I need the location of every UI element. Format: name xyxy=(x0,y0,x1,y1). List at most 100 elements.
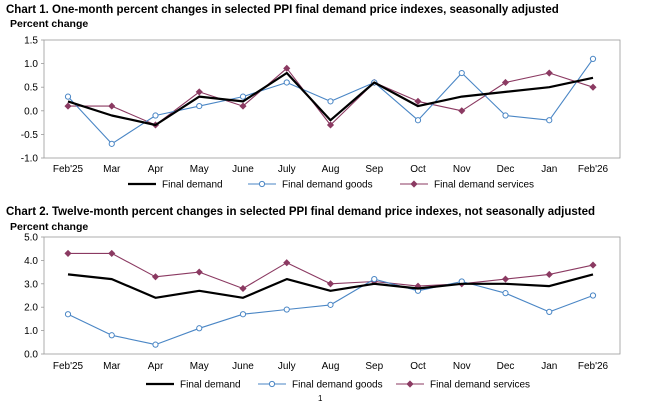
chart1-series-3-point xyxy=(545,69,553,77)
chart2-series-3-point xyxy=(283,259,291,267)
chart1-series-3-point xyxy=(414,97,422,105)
chart1-ylabel: Percent change xyxy=(10,18,89,30)
chart1-xtick-label: Feb'26 xyxy=(578,164,609,175)
chart2-xtick-label: Jan xyxy=(541,361,557,372)
chart2-legend-marker-2 xyxy=(268,380,276,388)
chart1-series-3-point xyxy=(283,64,291,72)
chart1-xtick-label: Feb'25 xyxy=(53,164,84,175)
chart2-series-3-point xyxy=(108,249,116,257)
chart2-series-2-point xyxy=(239,311,247,318)
chart1-series-2-point xyxy=(108,140,115,147)
chart2-xtick-label: Feb'26 xyxy=(578,361,609,372)
chart2-legend-label-3: Final demand services xyxy=(430,380,530,391)
chart2-legend-marker-3 xyxy=(406,380,414,388)
chart2-plot-frame xyxy=(43,236,621,355)
chart2-ytick-label: 4.0 xyxy=(24,256,38,267)
chart2-ytick-label: 0.0 xyxy=(24,350,38,361)
chart2-xtick-label: Oct xyxy=(410,361,426,372)
chart2-series-2-point xyxy=(283,306,290,313)
chart2-xtick-label: Nov xyxy=(453,361,471,372)
chart2-xtick-label: Mar xyxy=(103,361,121,372)
chart1-series-3-point xyxy=(501,78,510,87)
chart2-series-3-point xyxy=(239,284,247,293)
page-number: 1 xyxy=(318,394,323,403)
chart1-xtick-label: Dec xyxy=(497,164,515,175)
chart1-xtick-label: June xyxy=(232,164,254,175)
chart2-series-2-point xyxy=(327,301,334,308)
chart2-series-3-point xyxy=(501,275,510,283)
chart1-series-2-point xyxy=(327,98,334,105)
chart2-ytick-label: 5.0 xyxy=(24,233,38,244)
chart2-title: Chart 2. Twelve-month percent changes in… xyxy=(6,206,596,218)
chart1-ytick-label: -1.0 xyxy=(21,154,39,165)
chart2-series-3-point xyxy=(151,273,160,281)
chart1-legend-marker-2 xyxy=(258,180,266,188)
chart2-ytick-label: 2.0 xyxy=(24,303,38,314)
chart2-legend-label-2: Final demand goods xyxy=(292,380,383,391)
chart1-series-2-point xyxy=(546,117,553,124)
chart1-xtick-label: Mar xyxy=(103,164,121,175)
chart1-series-2-point xyxy=(502,112,509,119)
chart1-xtick-label: Apr xyxy=(148,164,164,175)
chart1-ytick-label: 1.5 xyxy=(24,36,38,47)
chart2-xtick-label: Apr xyxy=(148,361,164,372)
chart2-series-3-point xyxy=(545,270,553,279)
chart1-series-2-point xyxy=(589,55,597,62)
chart1-legend-label-2: Final demand goods xyxy=(282,180,373,191)
chart2-series-2-point xyxy=(196,325,203,332)
chart2-xtick-label: Feb'25 xyxy=(53,361,84,372)
chart2-xtick-label: Dec xyxy=(497,361,515,372)
chart1-legend-label-3: Final demand services xyxy=(434,180,534,191)
chart2-ytick-label: 3.0 xyxy=(24,279,38,290)
chart2-legend-label-1: Final demand xyxy=(180,380,241,391)
chart2-xtick-label: June xyxy=(232,361,254,372)
chart2-xtick-label: July xyxy=(278,361,296,372)
chart1-series-2-point xyxy=(152,112,159,119)
chart2-series-line-2 xyxy=(67,278,594,346)
chart1-ytick-label: 0.0 xyxy=(24,106,38,117)
chart2-series-2-point xyxy=(152,341,159,348)
chart1-series-2-point xyxy=(239,93,247,100)
chart2-series-3-point xyxy=(326,280,335,288)
chart1-ytick-label: -0.5 xyxy=(21,130,39,141)
chart1-series-3-point xyxy=(195,88,203,96)
chart1-series-2-point xyxy=(283,79,290,86)
chart1-xtick-label: Nov xyxy=(453,164,471,175)
chart2-series-2-point xyxy=(371,276,378,283)
chart2-series-2-point xyxy=(108,332,115,339)
chart1-series-2-point xyxy=(64,93,72,100)
chart1-series-3-point xyxy=(589,83,597,91)
chart1-xtick-label: Aug xyxy=(322,164,340,175)
chart2-series-3-point xyxy=(64,249,72,257)
chart2-xtick-label: Sep xyxy=(365,361,383,372)
chart1-series-line-1 xyxy=(67,71,594,127)
chart2-series-2-point xyxy=(502,290,509,297)
chart1-xtick-label: July xyxy=(278,164,296,175)
chart1-xtick-label: Jan xyxy=(541,164,557,175)
chart1-plot-frame xyxy=(43,39,621,159)
chart1-series-3-point xyxy=(64,102,72,110)
chart2-series-2-point xyxy=(64,311,72,318)
chart2-xtick-label: Aug xyxy=(322,361,340,372)
chart1-series-2-point xyxy=(458,69,465,77)
chart1-svg: 1.5 1.0 0.5 0.0 -0.5 -1.0 Feb'25 Mar Apr May June J… xyxy=(21,36,621,191)
chart2-series-2-point xyxy=(546,308,553,315)
chart1-legend-marker-3 xyxy=(410,180,418,188)
chart2-xtick-label: May xyxy=(190,361,209,372)
chart2-series-3-point xyxy=(195,268,203,276)
chart1-series-3-point xyxy=(458,107,466,115)
chart1-legend-label-1: Final demand xyxy=(162,180,223,191)
chart2-series-2-point xyxy=(589,292,597,299)
chart2-series-line-1 xyxy=(67,273,594,299)
chart2-ytick-label: 1.0 xyxy=(24,326,38,337)
chart1-series-3-point xyxy=(326,121,335,129)
chart1-ytick-label: 1.0 xyxy=(24,59,38,70)
chart1-series-2-point xyxy=(414,117,422,124)
chart1-title: Chart 1. One-month percent changes in se… xyxy=(6,4,559,16)
chart1-ytick-label: 0.5 xyxy=(24,83,38,94)
chart1-xtick-label: May xyxy=(190,164,209,175)
chart1-series-3-point xyxy=(239,102,247,110)
chart1-xtick-label: Sep xyxy=(365,164,383,175)
chart2-series-3-point xyxy=(589,261,597,269)
